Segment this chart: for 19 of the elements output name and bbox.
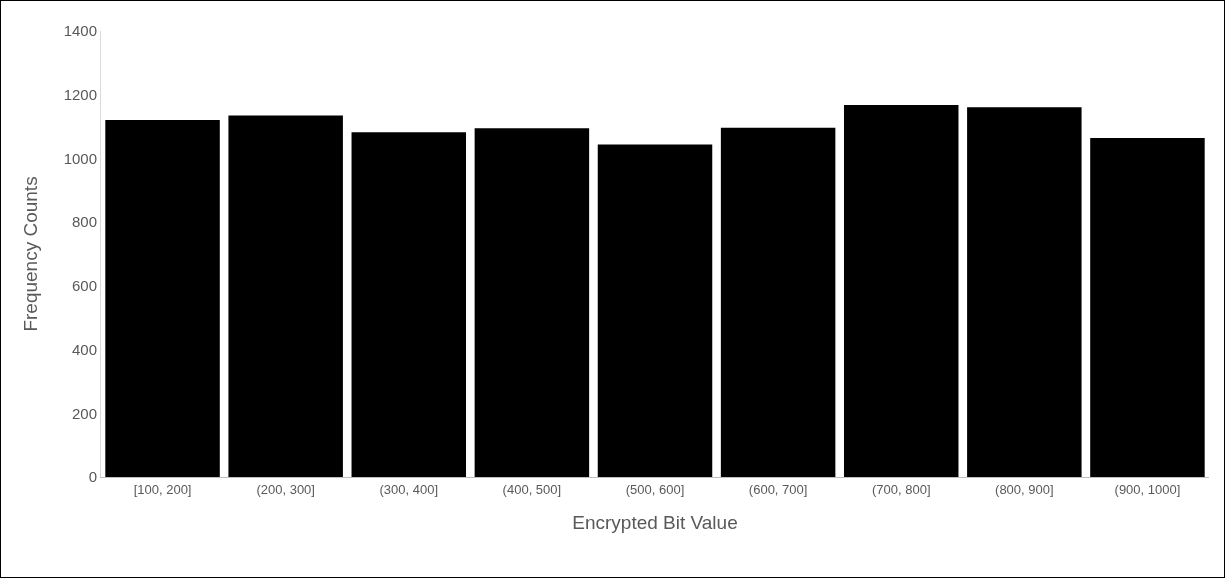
x-tick-label: (400, 500] [502,481,562,497]
x-tick-label: (200, 300] [256,481,315,497]
x-axis-title: Encrypted Bit Value [572,512,738,534]
y-tick-label: 200 [71,404,97,422]
y-tick-label: 600 [71,277,97,295]
y-tick-label: 1000 [63,149,97,167]
x-tick-label: (800, 900] [995,481,1054,497]
x-tick-label: [100, 200] [133,481,192,497]
y-tick-label: 1200 [63,85,97,103]
x-tick-label: (300, 400] [379,481,439,497]
y-tick-label: 800 [71,213,97,231]
x-tick-label: (500, 600] [625,481,685,497]
x-tick-label: (900, 1000] [1114,481,1181,497]
x-tick-label: (700, 800] [871,481,931,497]
y-axis-title: Frequency Counts [20,176,42,332]
x-tick-label: (600, 700] [748,481,808,497]
y-tick-label: 400 [71,340,97,358]
y-tick-label: 0 [88,468,97,486]
y-tick-label: 1400 [63,22,97,40]
